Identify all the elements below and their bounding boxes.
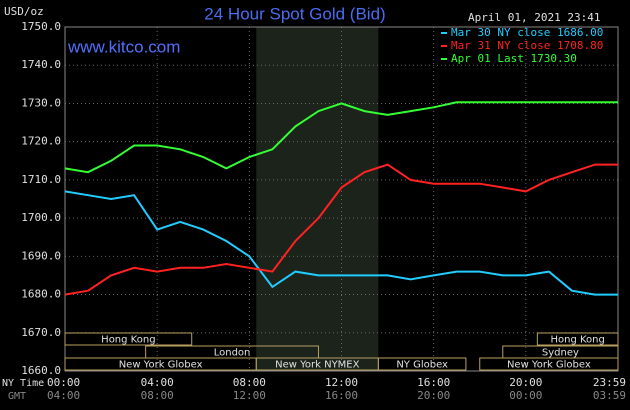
y-tick-label: 1720.0 bbox=[21, 135, 61, 148]
session-box bbox=[64, 332, 193, 346]
x-tick-label: 12:00 bbox=[325, 376, 358, 389]
session-label: Hong Kong bbox=[550, 335, 604, 346]
unit-label: USD/oz bbox=[4, 5, 44, 18]
chart-title: 24 Hour Spot Gold (Bid) bbox=[204, 4, 385, 23]
x2-label: GMT bbox=[8, 391, 26, 402]
x-tick-label: 23:59 bbox=[593, 376, 626, 389]
session-label: New York NYMEX bbox=[275, 360, 360, 371]
session-label: New York Globex bbox=[507, 360, 591, 371]
x2-tick-label: 16:00 bbox=[325, 389, 358, 402]
x2-tick-label: 00:00 bbox=[509, 389, 542, 402]
legend-label: Mar 31 NY close 1708.80 bbox=[451, 39, 603, 52]
session-box bbox=[479, 357, 619, 371]
session-box bbox=[377, 357, 467, 371]
y-tick-label: 1690.0 bbox=[21, 249, 61, 262]
y-tick-label: 1700.0 bbox=[21, 211, 61, 224]
x-tick-label: 04:00 bbox=[141, 376, 174, 389]
y-tick-label: 1750.0 bbox=[21, 20, 61, 33]
y-tick-label: 1660.0 bbox=[21, 364, 61, 377]
x2-tick-label: 20:00 bbox=[417, 389, 450, 402]
legend-label: Mar 30 NY close 1686.00 bbox=[451, 26, 603, 39]
session-shade bbox=[256, 27, 379, 371]
series-line bbox=[64, 101, 618, 174]
timestamp: April 01, 2021 23:41 bbox=[468, 11, 600, 24]
series-line bbox=[64, 163, 618, 296]
x-tick-label: 08:00 bbox=[233, 376, 266, 389]
x2-tick-label: 08:00 bbox=[141, 389, 174, 402]
y-tick-label: 1730.0 bbox=[21, 96, 61, 109]
x2-tick-label: 04:00 bbox=[47, 389, 80, 402]
watermark: www.kitco.com bbox=[67, 37, 180, 56]
session-label: NY Globex bbox=[396, 360, 448, 371]
session-label: Sydney bbox=[542, 348, 579, 359]
session-label: New York Globex bbox=[119, 360, 203, 371]
x-tick-label: 16:00 bbox=[417, 376, 450, 389]
y-tick-label: 1710.0 bbox=[21, 173, 61, 186]
session-box bbox=[536, 332, 619, 346]
y-tick-label: 1740.0 bbox=[21, 58, 61, 71]
plot-frame bbox=[64, 26, 619, 372]
series-line bbox=[64, 190, 618, 296]
y-tick-label: 1680.0 bbox=[21, 288, 61, 301]
session-label: London bbox=[214, 348, 251, 359]
x-tick-label: 20:00 bbox=[509, 376, 542, 389]
x2-tick-label: 12:00 bbox=[233, 389, 266, 402]
x2-tick-label: 03:59 bbox=[593, 389, 626, 402]
session-label: Hong Kong bbox=[101, 335, 155, 346]
legend-label: Apr 01 Last 1730.30 bbox=[451, 52, 577, 65]
x-tick-label: 00:00 bbox=[47, 376, 80, 389]
y-tick-label: 1670.0 bbox=[21, 326, 61, 339]
x-label: NY Time bbox=[2, 378, 44, 389]
